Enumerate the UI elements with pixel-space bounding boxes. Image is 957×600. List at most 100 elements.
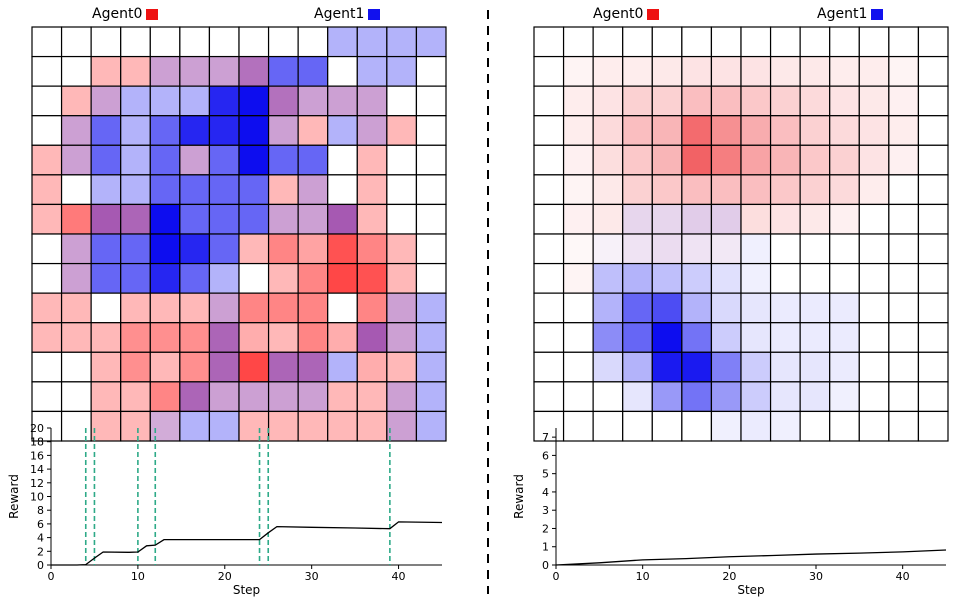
heatmap-cell	[799, 233, 831, 265]
heatmap-cell	[60, 351, 92, 383]
heatmap-cell	[917, 410, 949, 442]
heatmap-cell	[562, 322, 594, 353]
heatmap-cell	[60, 174, 92, 206]
heatmap-cell	[769, 203, 801, 235]
heatmap-cell	[858, 174, 890, 206]
heatmap-cell	[710, 174, 742, 206]
heatmap-cell	[533, 55, 565, 87]
heatmap-cell	[386, 410, 418, 442]
heatmap-cell	[562, 26, 594, 58]
heatmap-cell	[681, 26, 713, 58]
heatmap-cell	[386, 381, 418, 413]
heatmap-cell	[681, 55, 713, 87]
heatmap-cell	[356, 262, 388, 294]
heatmap-cell	[592, 203, 624, 235]
heatmap-cell	[592, 322, 624, 353]
heatmap-cell	[120, 233, 151, 265]
heatmap-cell	[562, 233, 594, 265]
heatmap-cell	[149, 381, 181, 413]
heatmap-cell	[888, 322, 920, 353]
heatmap-cell	[888, 55, 920, 87]
heatmap-cell	[769, 262, 801, 294]
reward-series-line	[555, 549, 947, 566]
heatmap-cell	[858, 55, 890, 87]
heatmap-cell	[297, 381, 329, 413]
heatmap-cell	[592, 233, 624, 265]
heatmap-cell	[415, 292, 447, 324]
heatmap-cell	[769, 351, 801, 383]
heatmap-cell	[267, 381, 299, 413]
y-tick-label: 5	[542, 468, 549, 481]
heatmap-cell	[533, 292, 565, 324]
heatmap-cell	[710, 351, 742, 383]
heatmap-cell	[917, 85, 949, 117]
heatmap-cell	[533, 410, 565, 442]
heatmap-cell	[120, 203, 151, 235]
heatmap-cell	[297, 262, 329, 294]
x-tick-label: 40	[896, 570, 910, 583]
heatmap-cell	[799, 262, 831, 294]
legend-agent1-swatch-left	[368, 9, 380, 20]
heatmap-cell	[238, 292, 270, 324]
y-tick-label: 3	[542, 504, 549, 517]
heatmap-cell	[710, 292, 742, 324]
heatmap-cell	[592, 115, 624, 146]
legend-agent1-label-left: Agent1	[314, 6, 365, 22]
heatmap-cell	[386, 55, 418, 87]
heatmap-cell	[149, 55, 181, 87]
heatmap-cell	[356, 351, 388, 383]
heatmap-cell	[238, 262, 270, 294]
heatmap-cell	[415, 322, 447, 353]
heatmap-cell	[651, 203, 683, 235]
heatmap-cell	[31, 381, 63, 413]
heatmap-cell	[710, 26, 742, 58]
heatmap-cell	[799, 351, 831, 383]
heatmap-cell	[415, 410, 447, 442]
heatmap-cell	[651, 351, 683, 383]
heatmap-cell	[710, 322, 742, 353]
heatmap-cell	[238, 203, 270, 235]
heatmap-cell	[297, 115, 329, 146]
heatmap-cell	[356, 292, 388, 324]
heatmap-cell	[60, 115, 92, 146]
heatmap-cell	[533, 85, 565, 117]
heatmap-cell	[267, 262, 299, 294]
heatmap-cell	[917, 262, 949, 294]
y-tick-label: 6	[37, 518, 44, 531]
heatmap-cell	[858, 322, 890, 353]
heatmap-cell	[917, 381, 949, 413]
heatmap-cell	[327, 410, 358, 442]
heatmap-cell	[622, 410, 653, 442]
heatmap-cell	[799, 410, 831, 442]
heatmap-cell	[829, 262, 860, 294]
heatmap-cell	[917, 55, 949, 87]
heatmap-cell	[415, 115, 447, 146]
heatmap-cell	[681, 85, 713, 117]
heatmap-cell	[622, 26, 653, 58]
heatmap-cell	[297, 233, 329, 265]
heatmap-cell	[533, 322, 565, 353]
heatmap-cell	[562, 292, 594, 324]
heatmap-cell	[888, 351, 920, 383]
heatmap-cell	[888, 144, 920, 176]
heatmap-cell	[267, 351, 299, 383]
heatmap-cell	[740, 351, 772, 383]
heatmap-cell	[31, 351, 63, 383]
heatmap-cell	[858, 351, 890, 383]
heatmap-cell	[415, 85, 447, 117]
heatmap-cell	[386, 262, 418, 294]
heatmap-cell	[90, 262, 122, 294]
heatmap-cell	[149, 26, 181, 58]
heatmap-left	[31, 26, 447, 442]
heatmap-cell	[622, 351, 653, 383]
heatmap-cell	[267, 55, 299, 87]
heatmap-cell	[179, 115, 211, 146]
heatmap-cell	[622, 174, 653, 206]
heatmap-cell	[681, 233, 713, 265]
heatmap-cell	[651, 144, 683, 176]
heatmap-cell	[386, 351, 418, 383]
heatmap-cell	[179, 381, 211, 413]
heatmap-cell	[179, 85, 211, 117]
heatmap-cell	[386, 115, 418, 146]
heatmap-cell	[740, 85, 772, 117]
